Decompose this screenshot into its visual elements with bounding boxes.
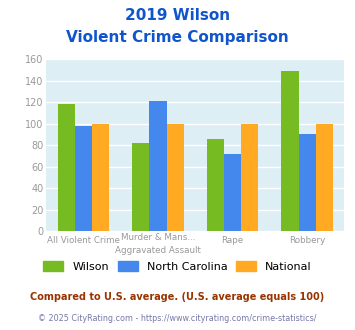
Text: Robbery: Robbery <box>289 236 325 245</box>
Text: Murder & Mans...: Murder & Mans... <box>121 233 195 242</box>
Bar <box>282 71 299 231</box>
Text: Violent Crime Comparison: Violent Crime Comparison <box>66 30 289 45</box>
Bar <box>207 139 224 231</box>
Bar <box>316 124 333 231</box>
Bar <box>92 124 109 231</box>
Text: Aggravated Assault: Aggravated Assault <box>115 246 201 255</box>
Bar <box>299 134 316 231</box>
Bar <box>224 154 241 231</box>
Text: © 2025 CityRating.com - https://www.cityrating.com/crime-statistics/: © 2025 CityRating.com - https://www.city… <box>38 314 317 323</box>
Legend: Wilson, North Carolina, National: Wilson, North Carolina, National <box>39 256 316 276</box>
Bar <box>241 124 258 231</box>
Text: Compared to U.S. average. (U.S. average equals 100): Compared to U.S. average. (U.S. average … <box>31 292 324 302</box>
Text: All Violent Crime: All Violent Crime <box>47 236 120 245</box>
Bar <box>166 124 184 231</box>
Bar <box>149 101 166 231</box>
Text: 2019 Wilson: 2019 Wilson <box>125 8 230 23</box>
Bar <box>132 143 149 231</box>
Bar <box>75 126 92 231</box>
Bar <box>58 104 75 231</box>
Text: Rape: Rape <box>222 236 244 245</box>
